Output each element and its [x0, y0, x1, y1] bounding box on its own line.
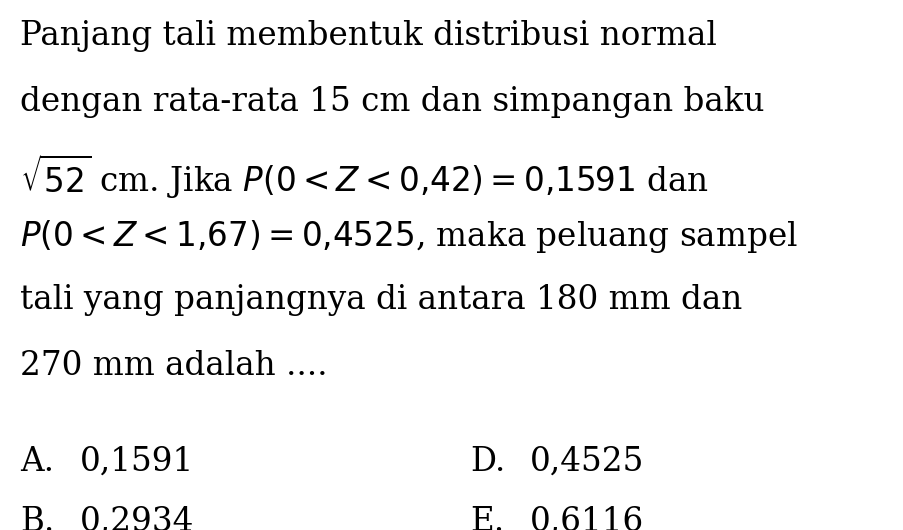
Text: 0,4525: 0,4525: [529, 446, 644, 478]
Text: $P(0 < Z < 1{,}67) = 0{,}4525$, maka peluang sampel: $P(0 < Z < 1{,}67) = 0{,}4525$, maka pel…: [20, 218, 797, 255]
Text: Panjang tali membentuk distribusi normal: Panjang tali membentuk distribusi normal: [20, 20, 716, 52]
Text: 0,6116: 0,6116: [529, 506, 644, 530]
Text: 0,1591: 0,1591: [79, 446, 194, 478]
Text: tali yang panjangnya di antara 180 mm dan: tali yang panjangnya di antara 180 mm da…: [20, 284, 741, 316]
Text: $\sqrt{52}$ cm. Jika $P(0 < Z < 0{,}42) = 0{,}1591$ dan: $\sqrt{52}$ cm. Jika $P(0 < Z < 0{,}42) …: [20, 152, 708, 201]
Text: E.: E.: [470, 506, 504, 530]
Text: dengan rata-rata 15 cm dan simpangan baku: dengan rata-rata 15 cm dan simpangan bak…: [20, 86, 764, 118]
Text: 0,2934: 0,2934: [79, 506, 194, 530]
Text: D.: D.: [470, 446, 505, 478]
Text: 270 mm adalah ....: 270 mm adalah ....: [20, 350, 327, 382]
Text: A.: A.: [20, 446, 54, 478]
Text: B.: B.: [20, 506, 54, 530]
